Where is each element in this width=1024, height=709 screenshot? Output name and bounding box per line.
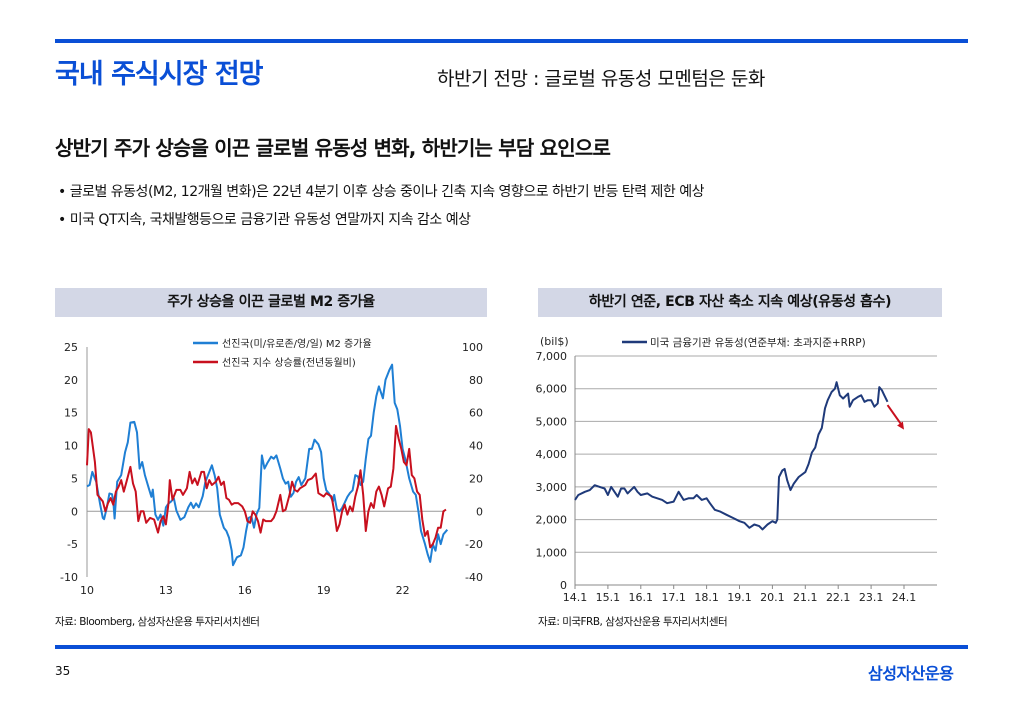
page-subtitle: 하반기 전망 : 글로벌 유동성 모멘텀은 둔화 — [437, 68, 765, 90]
x-tick: 15.1 — [596, 591, 621, 604]
left-chart-source: 자료: Bloomberg, 삼성자산운용 투자리서치센터 — [55, 616, 260, 628]
x-tick: 18.1 — [694, 591, 719, 604]
x-tick: 23.1 — [859, 591, 884, 604]
y-tick-left: 20 — [64, 374, 78, 387]
bottom-rule — [55, 645, 968, 649]
page-number: 35 — [55, 664, 71, 678]
x-tick: 10 — [80, 584, 94, 597]
series-line-liquidity — [574, 381, 889, 531]
x-tick: 17.1 — [661, 591, 686, 604]
arrow-down-icon — [897, 421, 904, 430]
legend-label: 미국 금융기관 유동성(연준부채: 초과지준+RRP) — [650, 337, 866, 349]
y-tick: 1,000 — [536, 546, 568, 559]
x-tick: 21.1 — [793, 591, 818, 604]
x-tick: 19.1 — [727, 591, 752, 604]
x-tick: 16 — [238, 584, 252, 597]
y-tick-right: 60 — [469, 407, 483, 420]
brand-logo: 삼성자산운용 — [868, 664, 954, 683]
y-tick-right: -40 — [465, 571, 483, 584]
y-tick-right: 20 — [469, 472, 483, 485]
x-tick: 16.1 — [629, 591, 654, 604]
y-tick-left: 15 — [64, 407, 78, 420]
y-tick-right: 100 — [462, 341, 483, 354]
y-tick-left: 0 — [71, 505, 78, 518]
y-tick-right: -20 — [465, 538, 483, 551]
y-tick: 4,000 — [536, 448, 568, 461]
series-line-index — [86, 424, 447, 549]
x-tick: 22 — [396, 584, 410, 597]
x-tick: 22.1 — [826, 591, 851, 604]
headline: 상반기 주가 상승을 이끈 글로벌 유동성 변화, 하반기는 부담 요인으로 — [55, 136, 611, 160]
y-tick-left: -10 — [60, 571, 78, 584]
x-tick: 13 — [159, 584, 173, 597]
right-chart-source: 자료: 미국FRB, 삼성자산운용 투자리서치센터 — [538, 616, 728, 628]
y-tick-left: -5 — [67, 538, 78, 551]
unit-label: (bil$) — [540, 335, 569, 348]
legend-label: 선진국 지수 상승률(전년동월비) — [222, 357, 356, 369]
bullet-item: • 미국 QT지속, 국채발행등으로 금융기관 유동성 연말까지 지속 감소 예… — [58, 212, 471, 228]
y-tick-right: 80 — [469, 374, 483, 387]
trend-arrow-shaft — [886, 404, 903, 427]
x-tick: 24.1 — [892, 591, 917, 604]
y-tick-left: 5 — [71, 472, 78, 485]
legend-label: 선진국(미/유로존/영/일) M2 증가율 — [222, 338, 372, 350]
right-chart-title: 하반기 연준, ECB 자산 축소 지속 예상(유동성 흡수) — [538, 288, 942, 317]
x-tick: 19 — [317, 584, 331, 597]
y-tick-left: 10 — [64, 440, 78, 453]
y-tick: 5,000 — [536, 415, 568, 428]
x-tick: 20.1 — [760, 591, 785, 604]
y-tick: 2,000 — [536, 514, 568, 527]
bullet-item: • 글로벌 유동성(M2, 12개월 변화)은 22년 4분기 이후 상승 중이… — [58, 184, 705, 200]
y-tick-left: 25 — [64, 341, 78, 354]
top-rule — [55, 39, 968, 43]
y-tick: 6,000 — [536, 383, 568, 396]
y-tick-right: 0 — [476, 505, 483, 518]
y-tick: 3,000 — [536, 481, 568, 494]
series-line-m2 — [86, 363, 449, 567]
y-tick: 0 — [560, 579, 567, 592]
page-title: 국내 주식시장 전망 — [55, 59, 264, 90]
x-tick: 14.1 — [563, 591, 588, 604]
y-tick-right: 40 — [469, 440, 483, 453]
y-tick: 7,000 — [536, 350, 568, 363]
left-chart-title: 주가 상승을 이끈 글로벌 M2 증가율 — [55, 288, 487, 317]
